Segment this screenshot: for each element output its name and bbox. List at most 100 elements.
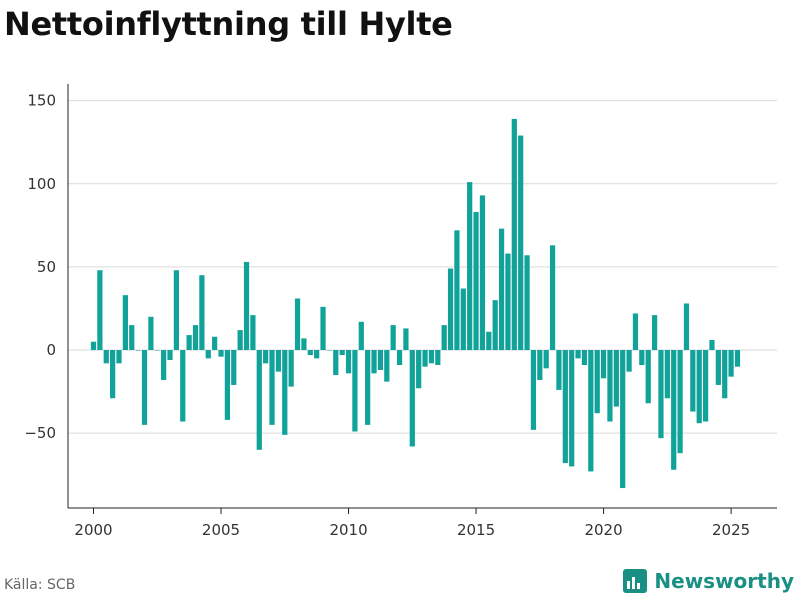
bar: [282, 350, 288, 435]
bar: [256, 350, 262, 450]
bar: [339, 350, 345, 356]
bar: [161, 350, 167, 380]
newsworthy-logo-icon: [623, 569, 648, 593]
x-tick-label: 2025: [712, 521, 750, 539]
bar: [390, 325, 396, 351]
bar: [549, 245, 556, 351]
bar: [129, 325, 135, 351]
bar: [722, 350, 728, 399]
bar: [543, 350, 549, 369]
bar: [352, 350, 358, 432]
bar: [530, 350, 537, 430]
bar: [428, 350, 435, 364]
bar: [479, 195, 486, 351]
bar: [263, 350, 269, 364]
bar: [683, 303, 690, 351]
bar: [377, 350, 384, 370]
gridlines: [68, 100, 777, 434]
bar: [148, 316, 154, 351]
bar: [345, 350, 352, 374]
bar: [715, 350, 721, 385]
bar: [696, 350, 702, 424]
bar: [486, 331, 492, 351]
bar: [218, 350, 224, 357]
bar: [569, 350, 575, 467]
bar: [607, 350, 613, 422]
chart-title: Nettoinflyttning till Hylte: [4, 5, 453, 43]
bar: [626, 350, 632, 372]
newsworthy-logo[interactable]: Newsworthy: [622, 568, 794, 594]
axes: [67, 84, 777, 514]
bar: [645, 350, 651, 404]
y-tick-label: 150: [27, 92, 56, 110]
bar: [613, 350, 619, 407]
bar: [632, 313, 639, 351]
bar: [186, 335, 192, 351]
bar: [403, 328, 409, 351]
bar: [620, 350, 626, 489]
bar: [116, 350, 122, 364]
bar: [135, 350, 141, 351]
bar: [702, 350, 709, 422]
bar: [307, 350, 313, 356]
bar: [651, 315, 658, 351]
bar: [326, 350, 333, 351]
bar: [141, 350, 148, 425]
bar: [460, 288, 466, 351]
bar: [103, 350, 109, 364]
bar: [314, 350, 320, 359]
bar: [237, 330, 243, 351]
y-tick-label: −50: [24, 424, 56, 442]
bar: [562, 350, 568, 464]
bar: [199, 275, 205, 351]
bar: [454, 230, 460, 351]
bar: [511, 118, 517, 351]
bar: [556, 350, 562, 390]
bar: [709, 340, 715, 351]
bar: [588, 350, 594, 472]
bar: [231, 350, 237, 385]
bar: [422, 350, 428, 367]
bar: [167, 350, 173, 361]
bar: [358, 321, 364, 351]
bar: [671, 350, 677, 470]
bars: [90, 118, 741, 489]
bar: [734, 350, 741, 367]
bar: [658, 350, 664, 439]
bar: [180, 350, 186, 422]
bar: [269, 350, 275, 425]
tick-labels: 150 100 50 0 −50 2000 2005 2010 2015 2020 2025: [24, 92, 750, 539]
bar: [416, 350, 422, 389]
bar: [224, 350, 231, 420]
bar: [275, 350, 282, 372]
bar: [288, 350, 294, 387]
bar: [447, 268, 454, 351]
bar: [90, 341, 97, 351]
bar: [173, 270, 180, 351]
bar: [594, 350, 600, 414]
x-tick-label: 2015: [457, 521, 495, 539]
bar: [492, 300, 498, 351]
y-tick-label: 50: [37, 258, 56, 276]
brand-name: Newsworthy: [654, 569, 794, 593]
source-note: Källa: SCB: [4, 577, 76, 593]
y-tick-label: 0: [46, 341, 56, 359]
bar: [600, 350, 607, 379]
bar: [205, 350, 211, 359]
bar: [320, 306, 326, 351]
bar: [575, 350, 581, 359]
bar: [365, 350, 371, 425]
bar: [690, 350, 696, 412]
bar: [409, 350, 415, 447]
bar: [122, 295, 128, 351]
x-tick-label: 2010: [329, 521, 367, 539]
bar: [728, 350, 734, 377]
x-tick-label: 2020: [584, 521, 622, 539]
bar: [333, 350, 339, 375]
bar: [154, 350, 160, 351]
bar: [537, 350, 543, 380]
y-tick-label: 100: [27, 175, 56, 193]
x-tick-label: 2005: [202, 521, 240, 539]
bar: [435, 350, 441, 366]
